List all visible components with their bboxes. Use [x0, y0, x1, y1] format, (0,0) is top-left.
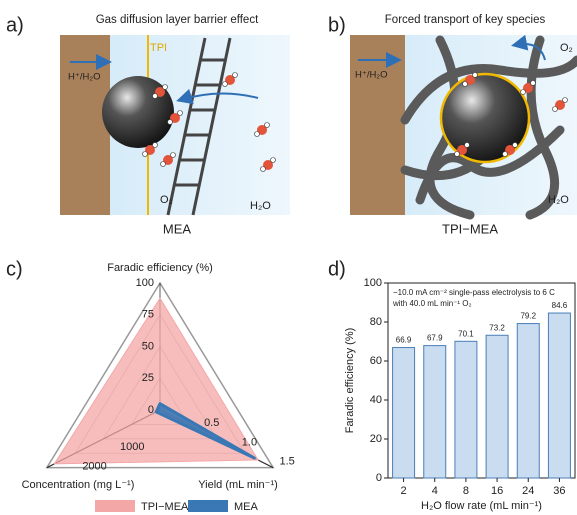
atom: [153, 94, 158, 99]
value-label: 70.1: [458, 329, 474, 338]
panel-title: Gas diffusion layer barrier effect: [96, 14, 259, 26]
bar: [393, 348, 415, 478]
annotation: with 40.0 mL min⁻¹ O₂: [392, 299, 472, 308]
tick-label: 100: [136, 277, 154, 289]
axis-name: Concentration (mg L⁻¹): [22, 479, 135, 491]
atom: [255, 132, 260, 137]
x-tick-label: 2: [401, 485, 407, 497]
panel-label: b): [328, 14, 346, 36]
value-label: 79.2: [520, 312, 536, 321]
value-label: 73.2: [489, 323, 505, 332]
atom: [168, 120, 173, 125]
tag: H₂O: [548, 194, 569, 206]
x-tick-label: 16: [491, 485, 503, 497]
tag: TPI: [150, 42, 167, 54]
atom: [163, 85, 168, 90]
panel-title: Forced transport of key species: [385, 14, 546, 26]
atom: [455, 152, 460, 157]
atom: [553, 107, 558, 112]
bar: [424, 346, 446, 478]
figure: a) Gas diffusion layer barrier effect H⁺…: [0, 0, 577, 515]
tag: H₂O: [250, 200, 271, 212]
atom: [503, 152, 508, 157]
atom: [265, 123, 270, 128]
atom: [271, 158, 276, 163]
atom: [223, 82, 228, 87]
value-label: 66.9: [396, 336, 412, 345]
x-tick-label: 8: [463, 485, 469, 497]
big-label: d): [328, 258, 346, 280]
legend-swatch: [95, 500, 135, 512]
atom: [463, 82, 468, 87]
y-tick-label: 80: [370, 316, 382, 328]
tick-label: 0.5: [204, 417, 219, 429]
plot-frame: [388, 283, 575, 478]
atom: [143, 152, 148, 157]
series-area: [54, 298, 258, 464]
x-tick-label: 24: [522, 485, 534, 497]
tick-label: 75: [142, 309, 154, 321]
atom: [161, 162, 166, 167]
tick-label: 2000: [82, 460, 106, 472]
atom: [531, 81, 536, 86]
illustration-b: [350, 35, 577, 215]
legend-label: MEA: [234, 501, 259, 513]
annotation: −10.0 mA cm⁻² single-pass electrolysis t…: [393, 288, 555, 297]
legend-swatch: [188, 500, 228, 512]
x-tick-label: 4: [432, 485, 438, 497]
bar: [455, 341, 477, 478]
legend-label: TPI−MEA: [141, 501, 189, 513]
bar: [548, 313, 570, 478]
atom: [473, 73, 478, 78]
bar: [486, 335, 508, 478]
tag: H⁺/H₂O: [355, 70, 387, 81]
tick-label: 50: [142, 340, 154, 352]
bar: [517, 324, 539, 478]
illustration-a: [60, 35, 290, 215]
tag: O₂: [560, 42, 573, 54]
atom: [153, 143, 158, 148]
y-tick-label: 40: [370, 394, 382, 406]
x-tick-label: 36: [553, 485, 565, 497]
tick-label: 1.0: [242, 436, 257, 448]
atom: [465, 143, 470, 148]
atom: [178, 111, 183, 116]
y-tick-label: 60: [370, 355, 382, 367]
panel-caption: TPI−MEA: [442, 221, 498, 236]
panel-label: a): [6, 14, 24, 36]
tag: O₂: [160, 194, 173, 206]
panel-caption: MEA: [163, 221, 192, 236]
atom: [233, 73, 238, 78]
value-label: 84.6: [552, 301, 568, 310]
tag: H⁺/H₂O: [68, 72, 100, 83]
axis-name: Yield (mL min⁻¹): [198, 479, 278, 491]
big-label: c): [6, 258, 23, 280]
tick-label: 1.5: [280, 456, 295, 468]
atom: [563, 98, 568, 103]
y-tick-label: 20: [370, 433, 382, 445]
x-axis-label: H₂O flow rate (mL min⁻¹): [421, 500, 542, 512]
y-axis-label: Faradic efficiency (%): [344, 328, 356, 434]
atom: [521, 90, 526, 95]
atom: [261, 167, 266, 172]
tick-label: 0: [148, 404, 154, 416]
axis-name: Faradic efficiency (%): [107, 262, 213, 274]
y-tick-label: 100: [364, 277, 382, 289]
atom: [513, 143, 518, 148]
value-label: 67.9: [427, 334, 443, 343]
tick-label: 25: [142, 372, 154, 384]
tick-label: 1000: [120, 441, 144, 453]
y-tick-label: 0: [376, 472, 382, 484]
atom: [171, 153, 176, 158]
